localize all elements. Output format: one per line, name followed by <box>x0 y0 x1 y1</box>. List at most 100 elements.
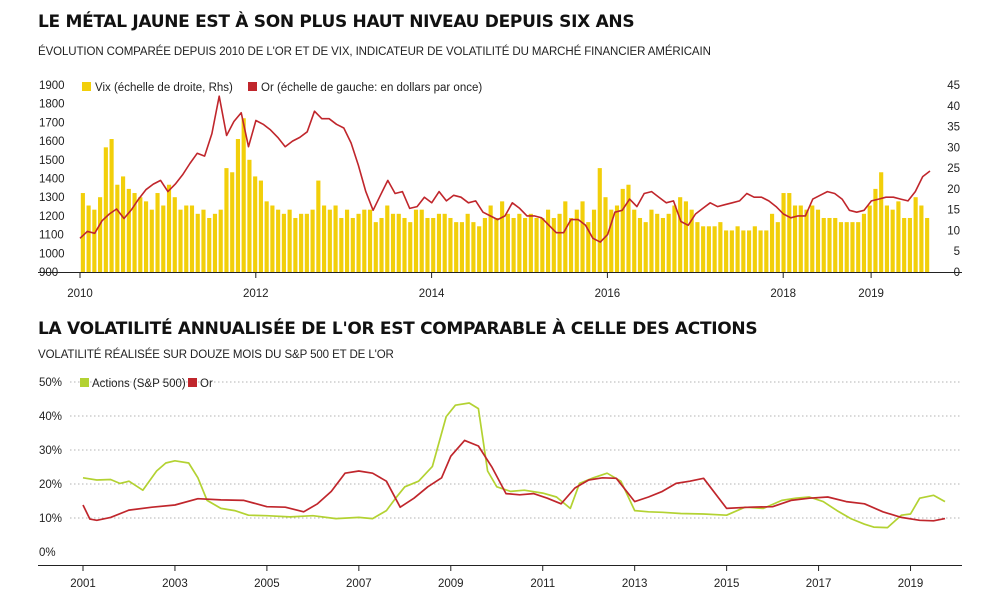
vix-bar <box>299 213 304 272</box>
x-tick-label-2: 2007 <box>346 578 372 590</box>
vix-bar <box>454 222 459 272</box>
vix-bar <box>436 213 442 272</box>
vix-bar <box>253 176 258 272</box>
vix-bar <box>867 205 872 272</box>
vix-bar <box>879 172 884 272</box>
vix-bar <box>310 209 315 272</box>
vix-bar <box>896 201 901 272</box>
vix-bar <box>230 172 235 272</box>
vix-bar <box>815 209 821 272</box>
vix-bar <box>201 209 206 272</box>
vix-bar <box>143 201 149 272</box>
vix-bar <box>827 217 832 272</box>
vix-bar <box>873 188 878 272</box>
vix-bar <box>482 217 487 272</box>
vix-bar <box>649 209 654 272</box>
vix-bar <box>902 217 907 272</box>
vix-bar <box>729 230 734 272</box>
vix-bar <box>752 226 757 272</box>
vix-bar <box>907 217 912 272</box>
vix-bar <box>695 222 700 272</box>
legend-swatch-actions <box>80 378 89 387</box>
vix-bar <box>735 226 740 272</box>
vix-bar <box>884 205 889 272</box>
x-tick-label-2: 2003 <box>162 578 188 590</box>
vix-bar <box>149 209 154 272</box>
vix-bar <box>603 197 608 272</box>
y-left-tick-label: 1800 <box>39 99 65 111</box>
vix-bar <box>528 213 533 272</box>
vix-bar <box>132 193 137 272</box>
vix-bar <box>660 217 666 272</box>
x-tick-label-2: 2005 <box>254 578 280 590</box>
vix-bar <box>591 209 597 272</box>
vix-bar <box>477 226 482 272</box>
vix-bar <box>775 222 780 272</box>
chart1-title: LE MÉTAL JAUNE EST À SON PLUS HAUT NIVEA… <box>38 12 635 32</box>
vix-bar <box>235 139 241 272</box>
vix-bar <box>402 217 407 272</box>
chart1-subtitle: ÉVOLUTION COMPARÉE DEPUIS 2010 DE L'OR E… <box>38 46 711 58</box>
x-tick-label-2: 2001 <box>70 578 96 590</box>
vix-bar <box>425 217 430 272</box>
vix-bar <box>241 118 246 273</box>
legend-swatch-vix <box>82 82 91 91</box>
vix-bar <box>574 209 579 272</box>
vix-bar <box>350 217 355 272</box>
vix-bar <box>712 226 717 272</box>
gold-line <box>79 95 931 243</box>
vix-bar <box>821 217 826 272</box>
vix-bar <box>632 209 637 272</box>
vix-bar <box>459 222 464 272</box>
vix-bar <box>580 201 585 272</box>
vix-bar <box>534 217 539 272</box>
y-tick-label-2: 30% <box>39 445 62 457</box>
vix-bar <box>195 213 200 272</box>
legend-swatch-or <box>188 378 197 387</box>
vix-bar <box>758 230 763 272</box>
vix-bar <box>925 217 930 272</box>
vix-bar <box>505 213 510 272</box>
vix-bar <box>856 222 861 272</box>
vix-bar <box>672 205 677 272</box>
vix-bar <box>80 193 85 272</box>
vix-bar <box>511 217 516 272</box>
y-right-tick-label: 0 <box>954 267 960 279</box>
y-left-tick-label: 1000 <box>39 248 65 260</box>
y-right-tick-label: 15 <box>947 205 960 217</box>
vix-bar <box>706 226 711 272</box>
vix-bar <box>264 201 269 272</box>
legend-label-vix: Vix (échelle de droite, Rhs) <box>95 82 233 94</box>
y-right-tick-label: 35 <box>947 122 960 134</box>
vix-bar <box>373 222 378 272</box>
vix-bar <box>316 180 321 272</box>
vix-bar <box>586 222 591 272</box>
x-tick-label-2: 2017 <box>806 578 832 590</box>
vix-bar <box>281 213 286 272</box>
vix-bar <box>103 147 108 272</box>
vix-bar <box>115 184 120 272</box>
vix-bar <box>339 217 344 272</box>
y-right-tick-label: 10 <box>947 225 960 237</box>
legend-label-gold: Or (échelle de gauche: en dollars par on… <box>261 82 482 94</box>
vix-bar <box>620 188 625 272</box>
vix-bar <box>109 139 114 272</box>
vix-bar <box>178 209 183 272</box>
vix-bar <box>551 217 556 272</box>
x-tick-label-2: 2011 <box>530 578 555 590</box>
vix-bar <box>224 168 229 272</box>
vix-bar <box>161 205 166 272</box>
vix-bar <box>327 209 332 272</box>
vix-bar <box>276 209 281 272</box>
x-tick-label: 2010 <box>67 288 93 300</box>
y-left-tick-label: 1500 <box>39 155 65 167</box>
x-tick-label: 2014 <box>419 288 445 300</box>
vix-bar <box>98 197 103 272</box>
vix-bar <box>844 222 849 272</box>
vix-bar <box>408 222 413 272</box>
vix-bar <box>344 209 350 272</box>
vix-bar <box>798 205 803 272</box>
vix-bar <box>172 197 177 272</box>
vix-bar <box>207 217 212 272</box>
legend-swatch-gold <box>248 82 257 91</box>
